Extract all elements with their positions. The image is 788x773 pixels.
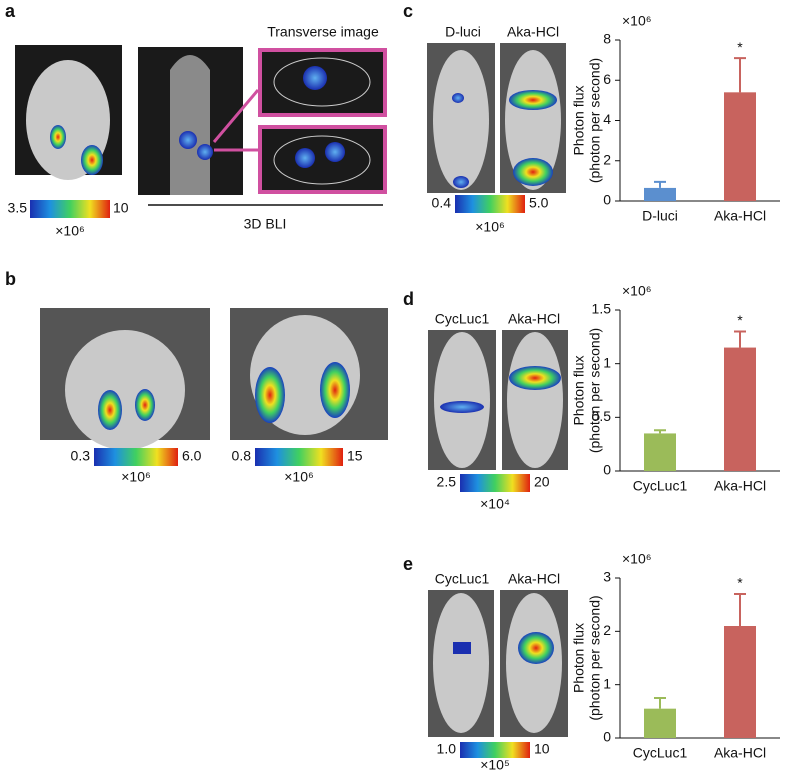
colorbar-label: 6.0 — [182, 448, 202, 464]
axis-multiplier: ×10⁶ — [622, 283, 652, 299]
y-axis-label: (photon per second) — [587, 595, 603, 720]
colorbar-label: 10 — [534, 741, 550, 757]
error-bar — [654, 429, 666, 434]
colorbar-label: 0.4 — [432, 195, 452, 211]
bar — [724, 626, 756, 738]
colorbar-scale: ×10⁴ — [480, 496, 510, 512]
y-tick-label: 3 — [603, 569, 611, 585]
y-tick-label: 2 — [603, 151, 611, 167]
colorbar-scale: ×10⁵ — [480, 757, 510, 773]
axis-multiplier: ×10⁶ — [622, 551, 652, 567]
colorbar-label: 3.5 — [8, 200, 28, 216]
image — [138, 47, 387, 206]
y-tick-label: 1 — [603, 675, 611, 691]
image-label: Aka-HCl — [508, 311, 560, 327]
panel-letter: c — [403, 1, 413, 21]
panel-letter: b — [5, 269, 16, 289]
colorbar — [455, 195, 525, 213]
annotation: * — [737, 312, 743, 328]
image — [40, 308, 388, 450]
bar — [724, 347, 756, 471]
error-bar — [654, 697, 666, 709]
image-label: CycLuc1 — [435, 311, 490, 327]
y-tick-label: 0.5 — [592, 408, 612, 424]
image-label: D-luci — [445, 24, 481, 40]
colorbar — [94, 448, 178, 466]
y-tick-label: 2 — [603, 622, 611, 638]
x-tick-label: Aka-HCl — [714, 745, 766, 761]
panel-letter: e — [403, 554, 413, 574]
y-tick-label: 8 — [603, 31, 611, 47]
annotation: * — [737, 575, 743, 591]
y-tick-label: 1.5 — [592, 301, 612, 317]
colorbar — [460, 742, 530, 758]
y-axis-label: (photon per second) — [587, 328, 603, 453]
colorbar-label: 2.5 — [437, 474, 457, 490]
image-label: CycLuc1 — [435, 571, 490, 587]
panel-letter: d — [403, 289, 414, 309]
bar — [644, 708, 676, 738]
colorbar-label: 0.3 — [71, 448, 91, 464]
image — [428, 590, 568, 737]
bar — [644, 433, 676, 471]
y-axis-label: Photon flux — [571, 355, 587, 425]
y-tick-label: 0 — [603, 729, 611, 745]
annotation: * — [737, 39, 743, 55]
panel-letter: a — [5, 1, 16, 21]
caption: 3D BLI — [244, 216, 287, 232]
axis-multiplier: ×10⁶ — [622, 13, 652, 29]
error-bar — [654, 180, 666, 188]
colorbar-label: 1.0 — [437, 741, 457, 757]
x-tick-label: CycLuc1 — [633, 478, 688, 494]
colorbar-scale: ×10⁶ — [55, 223, 85, 239]
error-bar — [734, 330, 746, 348]
y-tick-label: 1 — [603, 354, 611, 370]
colorbar-label: 0.8 — [232, 448, 252, 464]
colorbar-label: 15 — [347, 448, 363, 464]
colorbar-label: 20 — [534, 474, 550, 490]
image-label: Aka-HCl — [508, 571, 560, 587]
y-tick-label: 6 — [603, 71, 611, 87]
colorbar-label: 5.0 — [529, 195, 549, 211]
error-bar — [734, 57, 746, 93]
y-axis-label: Photon flux — [571, 85, 587, 155]
y-axis-label: Photon flux — [571, 623, 587, 693]
colorbar — [255, 448, 343, 466]
colorbar — [30, 200, 110, 218]
image — [428, 330, 568, 470]
colorbar-scale: ×10⁶ — [475, 219, 505, 235]
y-axis-label: (photon per second) — [587, 58, 603, 183]
image — [427, 43, 566, 193]
colorbar — [460, 474, 530, 492]
error-bar — [734, 593, 746, 626]
y-tick-label: 4 — [603, 111, 611, 127]
colorbar-label: 10 — [113, 200, 129, 216]
image — [15, 45, 122, 180]
colorbar-scale: ×10⁶ — [121, 469, 151, 485]
x-tick-label: D-luci — [642, 208, 678, 224]
image-label: Transverse image — [267, 24, 379, 40]
x-tick-label: CycLuc1 — [633, 745, 688, 761]
y-tick-label: 0 — [603, 192, 611, 208]
x-tick-label: Aka-HCl — [714, 478, 766, 494]
x-tick-label: Aka-HCl — [714, 208, 766, 224]
image-label: Aka-HCl — [507, 24, 559, 40]
bar — [724, 92, 756, 201]
colorbar-scale: ×10⁶ — [284, 469, 314, 485]
y-tick-label: 0 — [603, 462, 611, 478]
bar — [644, 187, 676, 201]
